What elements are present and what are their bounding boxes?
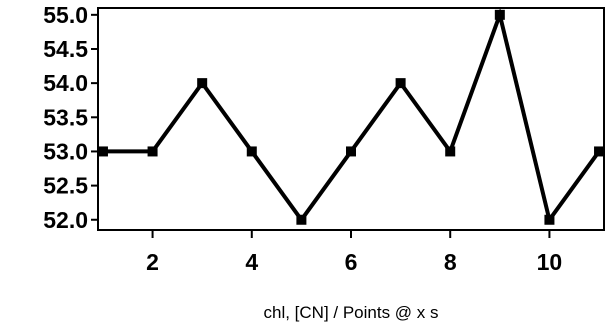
y-tick-label: 54.0 bbox=[43, 70, 88, 96]
data-point bbox=[197, 78, 208, 89]
x-tick-label: 10 bbox=[537, 249, 563, 275]
data-point bbox=[494, 9, 505, 20]
series-group bbox=[97, 7, 605, 225]
x-tick-label: 8 bbox=[444, 249, 457, 275]
data-point bbox=[445, 146, 456, 157]
y-tick-label: 52.5 bbox=[43, 173, 88, 199]
data-point bbox=[395, 78, 406, 89]
y-tick-label: 52.0 bbox=[43, 207, 88, 233]
y-tick-label: 55.0 bbox=[43, 2, 88, 28]
y-axis: 52.0 52.5 53.0 53.5 54.0 54.5 55.0 bbox=[43, 2, 98, 233]
x-axis: 2 4 6 8 10 bbox=[146, 230, 562, 275]
data-point bbox=[97, 146, 108, 157]
data-point bbox=[246, 146, 257, 157]
data-point bbox=[544, 214, 555, 225]
y-tick-label: 54.5 bbox=[43, 36, 88, 62]
y-tick-label: 53.5 bbox=[43, 104, 88, 130]
data-point bbox=[296, 214, 307, 225]
x-axis-title: chl, [CN] / Points @ x s bbox=[263, 303, 438, 322]
x-tick-label: 6 bbox=[345, 249, 358, 275]
data-point bbox=[147, 146, 158, 157]
data-point bbox=[594, 146, 605, 157]
x-tick-label: 2 bbox=[146, 249, 159, 275]
series-line bbox=[103, 7, 601, 225]
y-tick-label: 53.0 bbox=[43, 138, 88, 164]
data-point bbox=[346, 146, 356, 157]
x-tick-label: 4 bbox=[245, 249, 258, 275]
